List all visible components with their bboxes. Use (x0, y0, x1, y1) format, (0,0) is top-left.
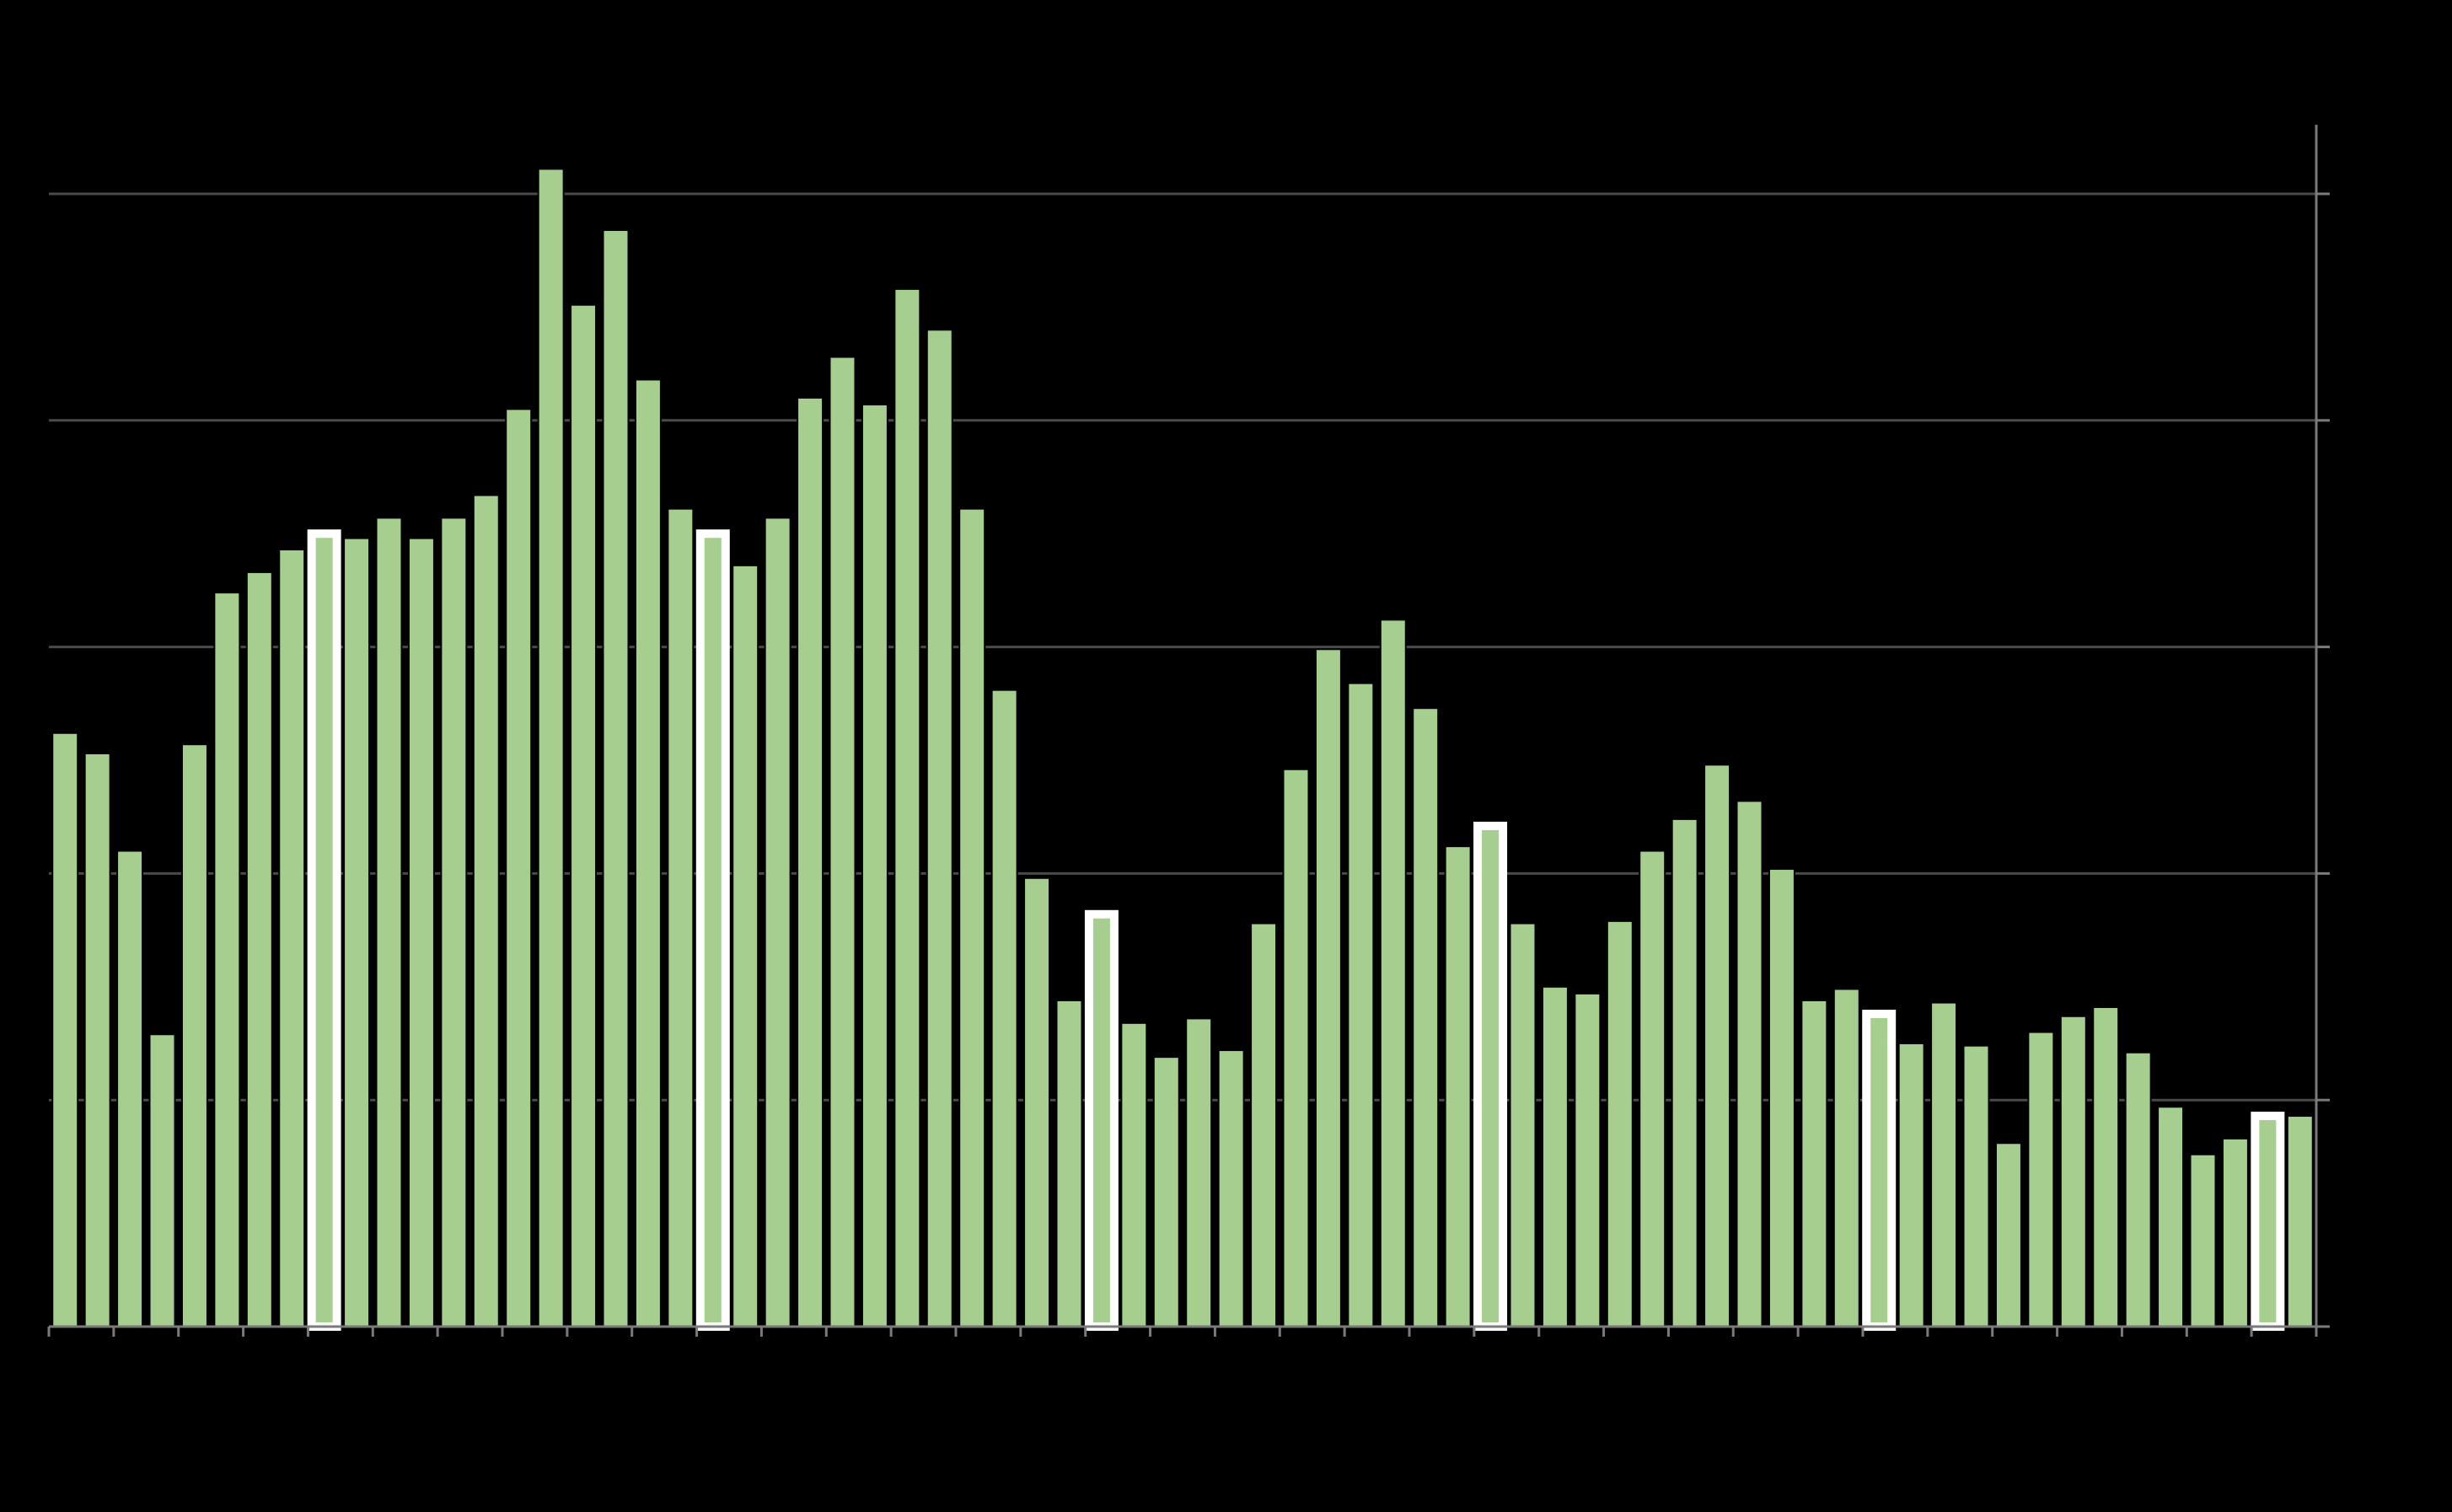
bar (1736, 800, 1763, 1327)
bar (1800, 999, 1828, 1327)
bar (472, 494, 500, 1327)
bar (407, 537, 435, 1327)
bar (1055, 999, 1083, 1327)
bar (1379, 619, 1407, 1327)
bar (1023, 877, 1051, 1327)
bar-highlighted (695, 529, 730, 1331)
bar (2124, 1051, 2152, 1327)
bar (1282, 768, 1310, 1327)
bar (1671, 818, 1698, 1327)
bar (990, 689, 1018, 1327)
bar (148, 1033, 176, 1328)
bar (1832, 988, 1860, 1328)
bar (1217, 1049, 1245, 1327)
bar-highlighted (1862, 1010, 1897, 1332)
bar (1412, 707, 1440, 1327)
bar (245, 571, 273, 1327)
bar (1897, 1043, 1925, 1327)
bar (1768, 868, 1795, 1328)
bar (1185, 1017, 1213, 1327)
bar (116, 850, 144, 1327)
bar (278, 549, 306, 1327)
bar (893, 287, 921, 1327)
bar (1606, 920, 1634, 1328)
bar (375, 517, 403, 1327)
bar (440, 517, 468, 1327)
bar-highlighted (1473, 821, 1508, 1331)
bar (570, 303, 598, 1327)
bar-highlighted (1084, 909, 1119, 1332)
bar (958, 507, 986, 1327)
bar (1509, 922, 1537, 1327)
bar (1314, 648, 1342, 1327)
bar (51, 732, 79, 1327)
bar (732, 564, 759, 1327)
bar (213, 592, 241, 1327)
bar (2092, 1005, 2120, 1327)
bar (667, 507, 695, 1327)
bar (180, 743, 208, 1327)
bar (505, 408, 533, 1327)
bar (1152, 1056, 1180, 1328)
bar (1347, 682, 1375, 1327)
bar (2286, 1115, 2314, 1327)
bar (1541, 985, 1569, 1328)
bar (1574, 992, 1602, 1327)
bar (1962, 1044, 1990, 1327)
bar (797, 396, 824, 1327)
bar (1930, 1001, 1958, 1327)
bar (2221, 1137, 2249, 1327)
bar (634, 378, 662, 1327)
bar (2027, 1031, 2055, 1328)
bar (1120, 1021, 1148, 1327)
bar (2157, 1106, 2185, 1328)
bar (343, 537, 371, 1327)
bar (2059, 1015, 2087, 1328)
bar (1250, 922, 1278, 1327)
bar (1444, 845, 1472, 1327)
bar (537, 168, 565, 1327)
bar (829, 356, 856, 1327)
axes (47, 125, 2330, 1337)
bar (83, 752, 111, 1327)
bar (764, 517, 791, 1327)
bar (861, 403, 888, 1327)
bar (1704, 764, 1731, 1327)
bar (926, 329, 953, 1327)
bar-highlighted (307, 529, 341, 1331)
bars (51, 168, 2314, 1332)
bar-highlighted (2251, 1112, 2285, 1331)
bar (602, 229, 630, 1327)
bar (1639, 850, 1666, 1327)
bar (1994, 1142, 2022, 1327)
bar (2189, 1153, 2217, 1328)
